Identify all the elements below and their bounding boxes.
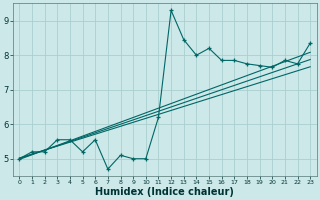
- X-axis label: Humidex (Indice chaleur): Humidex (Indice chaleur): [95, 187, 234, 197]
